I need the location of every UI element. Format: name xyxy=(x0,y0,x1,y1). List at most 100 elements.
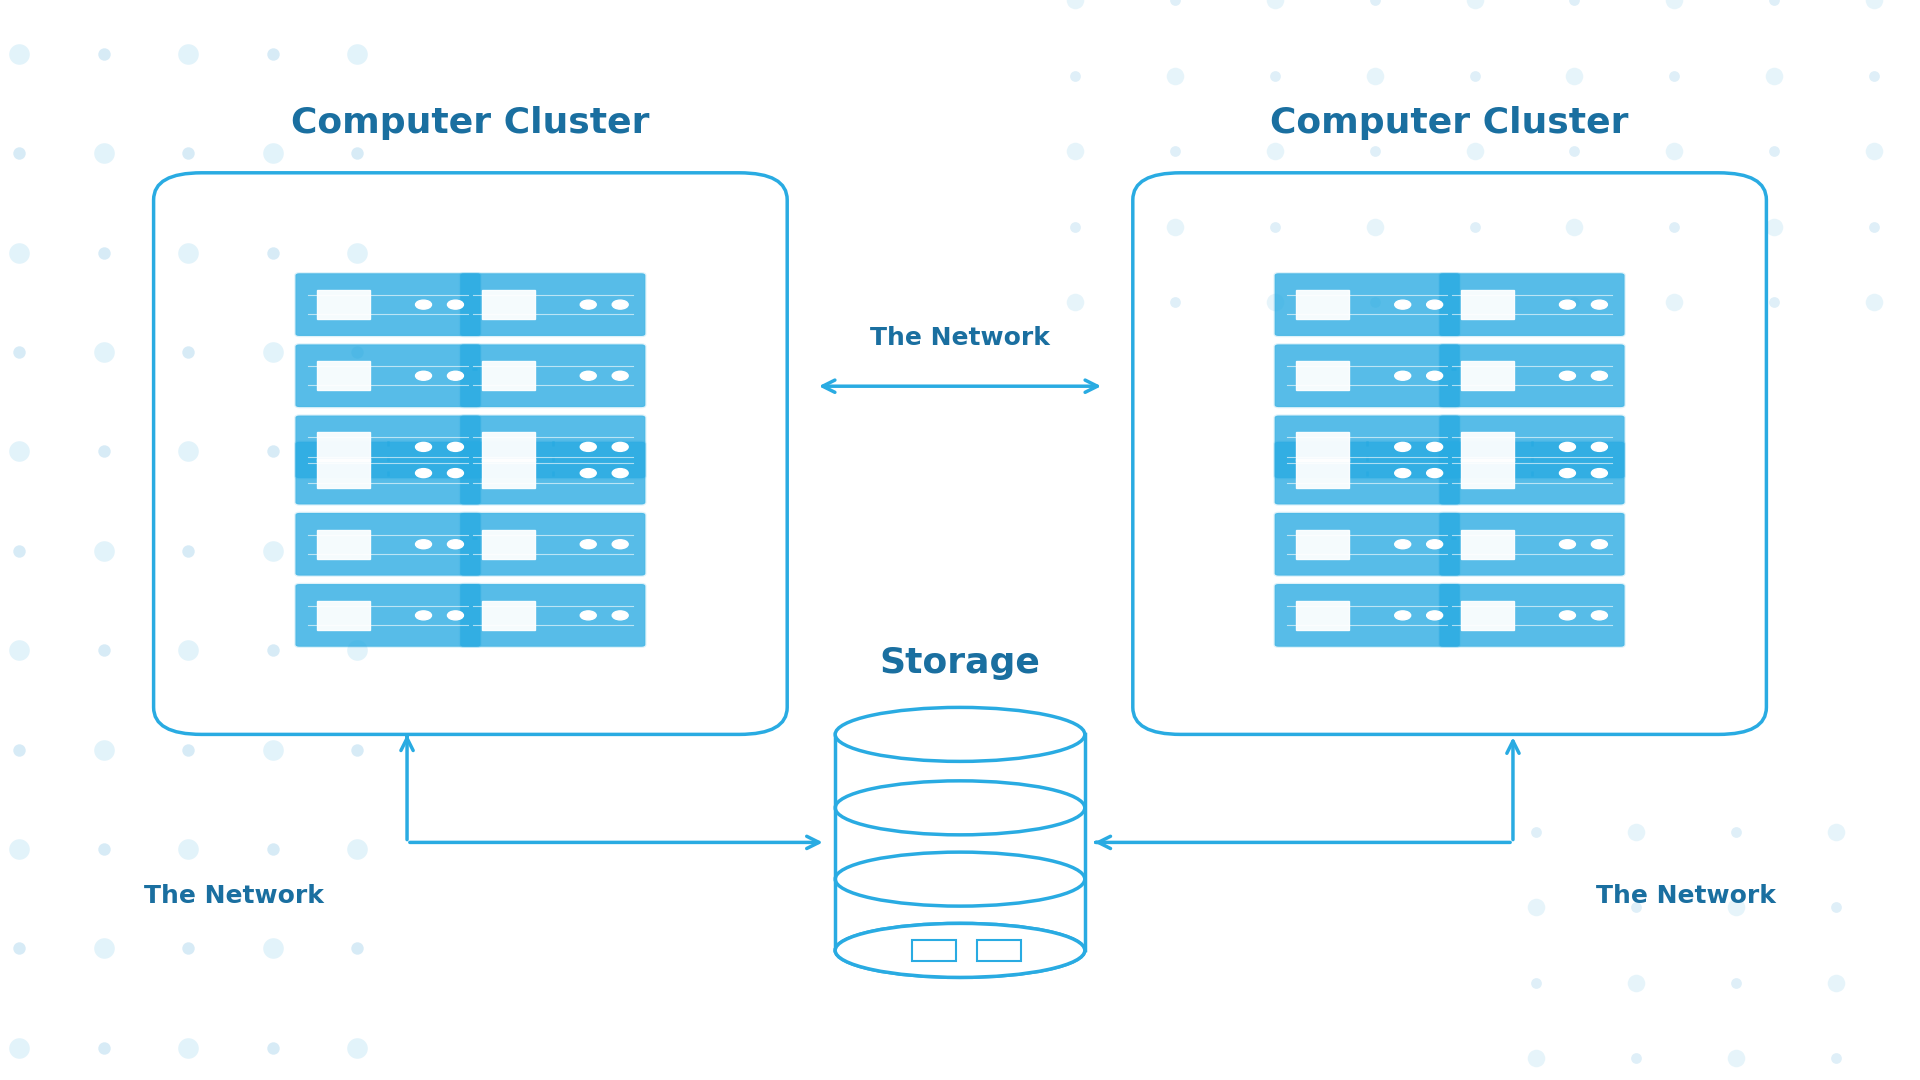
FancyBboxPatch shape xyxy=(461,416,645,478)
Bar xyxy=(1461,361,1515,390)
Point xyxy=(342,741,372,758)
Point xyxy=(88,940,119,957)
Bar xyxy=(482,361,536,390)
FancyBboxPatch shape xyxy=(1440,513,1624,576)
Point xyxy=(1720,1050,1751,1067)
Bar xyxy=(1296,432,1350,461)
Point xyxy=(1459,218,1490,235)
Point xyxy=(4,1039,35,1056)
Circle shape xyxy=(580,372,597,380)
Circle shape xyxy=(612,540,628,549)
Circle shape xyxy=(415,443,432,451)
Point xyxy=(1759,143,1789,160)
FancyBboxPatch shape xyxy=(1275,345,1459,407)
Bar xyxy=(482,600,536,630)
Point xyxy=(173,1039,204,1056)
Bar xyxy=(912,940,956,961)
FancyBboxPatch shape xyxy=(461,442,645,504)
Point xyxy=(1659,67,1690,84)
Circle shape xyxy=(1427,611,1442,620)
Point xyxy=(1720,823,1751,840)
Bar xyxy=(1461,529,1515,558)
Point xyxy=(1260,218,1290,235)
Point xyxy=(1060,67,1091,84)
Point xyxy=(257,1039,288,1056)
FancyBboxPatch shape xyxy=(296,273,480,336)
Bar xyxy=(317,291,371,320)
Point xyxy=(1060,143,1091,160)
Bar xyxy=(1461,291,1515,320)
Point xyxy=(1859,67,1889,84)
Point xyxy=(1759,67,1789,84)
FancyBboxPatch shape xyxy=(1440,345,1624,407)
Point xyxy=(4,443,35,460)
FancyBboxPatch shape xyxy=(1440,273,1624,336)
FancyBboxPatch shape xyxy=(296,513,480,576)
Point xyxy=(1160,0,1190,9)
Point xyxy=(1459,143,1490,160)
Point xyxy=(1559,0,1590,9)
Bar xyxy=(482,432,536,461)
FancyBboxPatch shape xyxy=(461,442,645,504)
Circle shape xyxy=(1592,300,1607,309)
FancyBboxPatch shape xyxy=(1440,345,1624,407)
Point xyxy=(1160,218,1190,235)
Circle shape xyxy=(415,611,432,620)
FancyBboxPatch shape xyxy=(296,584,480,647)
Point xyxy=(1620,974,1651,991)
Bar xyxy=(482,459,536,488)
FancyBboxPatch shape xyxy=(461,416,645,478)
Text: Computer Cluster: Computer Cluster xyxy=(1271,107,1628,140)
Point xyxy=(88,145,119,162)
FancyBboxPatch shape xyxy=(1275,513,1459,576)
Point xyxy=(1820,974,1851,991)
Circle shape xyxy=(1559,300,1576,309)
FancyBboxPatch shape xyxy=(296,273,480,336)
Point xyxy=(4,940,35,957)
Point xyxy=(1859,0,1889,9)
FancyBboxPatch shape xyxy=(461,513,645,576)
Point xyxy=(1759,0,1789,9)
Point xyxy=(1160,294,1190,311)
Circle shape xyxy=(1394,540,1411,549)
Point xyxy=(1859,143,1889,160)
Point xyxy=(1759,294,1789,311)
FancyBboxPatch shape xyxy=(1275,416,1459,478)
Point xyxy=(1359,67,1390,84)
FancyBboxPatch shape xyxy=(1440,442,1624,504)
Point xyxy=(1620,823,1651,840)
FancyBboxPatch shape xyxy=(1275,442,1459,504)
Point xyxy=(1359,143,1390,160)
Point xyxy=(1459,0,1490,9)
Point xyxy=(257,542,288,559)
Text: The Network: The Network xyxy=(870,325,1050,350)
Circle shape xyxy=(1394,300,1411,309)
Point xyxy=(342,1039,372,1056)
FancyBboxPatch shape xyxy=(1440,513,1624,576)
Circle shape xyxy=(1427,372,1442,380)
Point xyxy=(1260,294,1290,311)
Bar xyxy=(317,459,371,488)
Point xyxy=(1160,143,1190,160)
Point xyxy=(257,343,288,361)
Point xyxy=(88,542,119,559)
Circle shape xyxy=(612,372,628,380)
Point xyxy=(173,542,204,559)
Ellipse shape xyxy=(835,707,1085,761)
Point xyxy=(173,145,204,162)
Circle shape xyxy=(1592,540,1607,549)
Point xyxy=(1359,294,1390,311)
Point xyxy=(88,741,119,758)
Point xyxy=(1060,294,1091,311)
FancyBboxPatch shape xyxy=(1440,273,1624,336)
Point xyxy=(1659,143,1690,160)
Point xyxy=(173,45,204,63)
Circle shape xyxy=(1394,443,1411,451)
FancyBboxPatch shape xyxy=(461,345,645,407)
Point xyxy=(173,642,204,659)
Text: The Network: The Network xyxy=(1596,885,1776,908)
FancyBboxPatch shape xyxy=(461,273,645,336)
Circle shape xyxy=(612,443,628,451)
Point xyxy=(4,542,35,559)
Bar xyxy=(1461,459,1515,488)
